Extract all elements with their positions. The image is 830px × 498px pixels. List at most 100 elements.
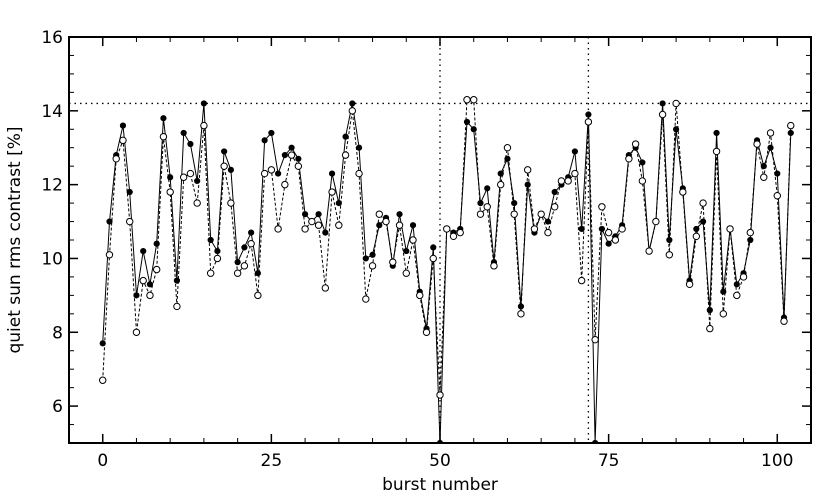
data-point [167, 174, 174, 181]
data-point [584, 118, 593, 126]
data-point [173, 302, 181, 311]
data-point [598, 203, 606, 211]
data-point [477, 199, 484, 207]
data-point [403, 247, 410, 255]
data-point [146, 281, 154, 288]
data-point [281, 180, 289, 189]
data-point [645, 247, 653, 255]
data-point [659, 100, 666, 107]
data-point [746, 228, 754, 237]
data-point [342, 133, 349, 140]
y-tick-label: 12 [41, 176, 63, 196]
data-point [180, 129, 187, 137]
data-point [200, 121, 208, 130]
y-tick-label: 10 [41, 249, 63, 269]
data-point [200, 100, 208, 107]
data-point [706, 324, 714, 333]
data-point [449, 232, 458, 241]
data-point [685, 280, 694, 288]
data-point [227, 199, 235, 207]
data-point [355, 169, 363, 178]
data-point [160, 115, 167, 122]
data-point [571, 148, 579, 155]
data-point [564, 177, 572, 185]
data-point [631, 140, 640, 148]
data-point [577, 276, 586, 285]
x-tick-label: 100 [761, 451, 793, 471]
data-point [557, 177, 566, 185]
data-point [261, 137, 268, 144]
data-point [409, 222, 417, 229]
axis-ticks [69, 36, 812, 443]
data-point [152, 265, 161, 274]
data-point [240, 262, 249, 270]
data-point [112, 155, 120, 163]
data-point [348, 107, 357, 115]
data-point [416, 291, 424, 300]
data-point [254, 291, 262, 300]
y-axis-label: quiet sun rms contrast [%] [5, 126, 25, 353]
data-point [436, 391, 444, 399]
data-point [679, 188, 687, 196]
data-point [544, 218, 552, 225]
y-tick-label: 6 [52, 397, 63, 417]
data-point [213, 254, 222, 263]
data-point [625, 155, 633, 163]
x-tick-label: 75 [598, 451, 620, 471]
data-point [99, 340, 106, 347]
data-point [349, 100, 356, 107]
data-point [119, 122, 127, 129]
data-point [132, 328, 141, 336]
data-point [571, 169, 579, 178]
data-point [260, 169, 269, 178]
data-point [119, 136, 127, 145]
data-point [706, 307, 713, 314]
data-point [739, 273, 748, 281]
data-point [321, 284, 330, 292]
data-point [267, 166, 276, 174]
data-point [747, 236, 754, 244]
data-point [456, 228, 464, 237]
data-point [315, 211, 322, 218]
data-point [463, 118, 471, 125]
data-point [666, 236, 673, 244]
data-point [753, 140, 761, 148]
data-point [665, 251, 674, 259]
data-point [537, 210, 545, 218]
data-point [335, 221, 343, 229]
data-point [159, 132, 168, 141]
data-point [490, 262, 498, 270]
data-point [187, 140, 194, 148]
data-point [221, 148, 228, 155]
data-point [402, 269, 410, 277]
data-point [598, 225, 605, 233]
data-point [463, 96, 471, 104]
y-tick-label: 16 [41, 28, 63, 48]
data-point [105, 251, 114, 259]
data-point [510, 210, 518, 218]
y-tick-label: 14 [41, 102, 63, 122]
data-point [511, 199, 518, 207]
data-point [146, 291, 154, 300]
data-point [699, 218, 707, 225]
data-point [287, 151, 296, 159]
x-tick-label: 50 [429, 451, 451, 471]
data-point [294, 162, 303, 170]
x-axis-label: burst number [382, 475, 498, 495]
data-point [248, 229, 255, 236]
data-point [268, 129, 275, 137]
data-point [227, 166, 234, 173]
data-point [409, 236, 417, 244]
data-point [672, 99, 680, 108]
data-point [585, 111, 592, 118]
data-point [241, 244, 248, 251]
data-point [638, 177, 647, 185]
data-point [422, 328, 431, 336]
data-point [787, 121, 795, 130]
data-point [99, 376, 107, 384]
data-point [430, 244, 437, 251]
data-point [483, 203, 491, 211]
data-point [206, 269, 215, 277]
data-point [274, 225, 282, 233]
